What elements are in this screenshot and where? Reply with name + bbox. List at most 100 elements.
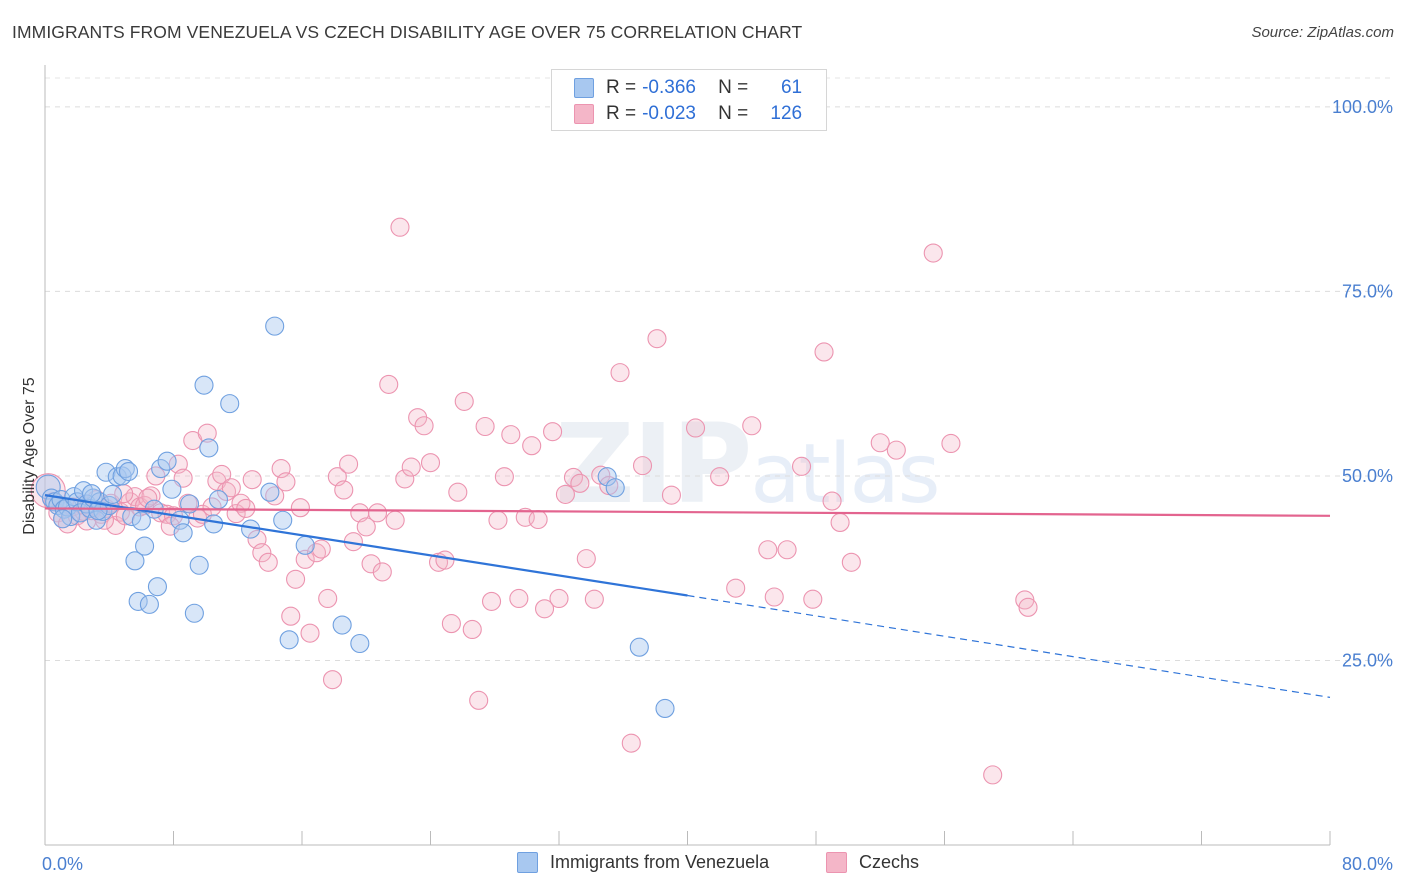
venezuela-point <box>655 698 675 719</box>
czechs-point <box>494 467 514 487</box>
czechs-point <box>286 569 306 589</box>
czechs-point <box>941 433 961 454</box>
y-tick-label: 100.0% <box>1332 97 1393 117</box>
venezuela-point <box>265 316 285 336</box>
venezuela-point <box>629 637 649 657</box>
legend-swatch-czechs <box>574 104 594 124</box>
venezuela-point <box>96 462 116 482</box>
czechs-point <box>610 363 630 383</box>
czechs-point <box>791 456 812 476</box>
czechs-point <box>138 488 158 508</box>
legend-r-label: R = <box>606 77 637 98</box>
grid-lines <box>45 77 1395 661</box>
venezuela-point <box>118 461 139 482</box>
czechs-point <box>685 418 706 438</box>
czechs-point <box>621 733 641 753</box>
legend-r-value: -0.023 <box>642 103 696 124</box>
czechs-point <box>356 517 376 537</box>
czechs-point <box>414 416 434 436</box>
venezuela-point <box>53 509 73 529</box>
venezuela-points <box>35 316 675 719</box>
czechs-point <box>281 606 301 626</box>
venezuela-point <box>125 551 145 571</box>
venezuela-point <box>162 479 182 499</box>
czechs-point <box>509 588 529 609</box>
czechs-point <box>632 456 653 476</box>
venezuela-point <box>189 555 209 575</box>
venezuela-point <box>107 467 127 487</box>
venezuela-point <box>131 511 151 531</box>
venezuela-point <box>199 438 219 458</box>
legend-r-value: -0.366 <box>642 77 696 98</box>
y-tick-label: 25.0% <box>1342 650 1393 670</box>
czechs-point <box>576 549 596 569</box>
legend-n-label: N = <box>718 77 749 98</box>
legend-n-value: 126 <box>770 103 803 124</box>
czechs-point <box>395 469 415 489</box>
venezuela-point <box>157 451 177 471</box>
czechs-point <box>777 540 797 560</box>
legend-n-label: N = <box>718 103 749 124</box>
czechs-point <box>311 539 331 559</box>
czechs-point <box>242 470 262 490</box>
czechs-point <box>236 498 256 518</box>
venezuela-point <box>350 633 370 654</box>
venezuela-point <box>260 482 280 502</box>
czechs-point <box>501 425 521 445</box>
czechs-point <box>221 478 241 498</box>
x-tick-label: 0.0% <box>42 854 83 874</box>
venezuela-point <box>82 484 102 504</box>
watermark-zip: ZIP <box>555 400 752 528</box>
czechs-point <box>841 552 861 572</box>
czechs-point <box>252 543 272 563</box>
venezuela-point <box>122 506 142 527</box>
venezuela-trend-line-extension <box>687 594 1331 698</box>
y-tick-label: 75.0% <box>1342 281 1393 301</box>
czechs-point <box>534 599 555 619</box>
czechs-point <box>522 436 542 456</box>
legend-row-venezuela: R = -0.366 N = 61 <box>574 76 802 100</box>
czechs-point <box>555 484 575 504</box>
venezuela-point <box>88 501 108 521</box>
legend-swatch-venezuela <box>574 78 594 98</box>
legend-row-czechs: R = -0.023 N = 126 <box>574 102 802 126</box>
czechs-point <box>647 329 667 349</box>
czechs-point <box>258 552 278 572</box>
czechs-point <box>830 512 850 533</box>
czechs-point <box>318 588 338 609</box>
y-tick-label: 50.0% <box>1342 466 1393 486</box>
czechs-point <box>764 587 784 607</box>
czechs-point <box>197 423 217 443</box>
bottom-legend-swatch-venezuela <box>517 852 538 873</box>
venezuela-point <box>605 478 625 498</box>
czechs-point <box>462 619 482 640</box>
czechs-point <box>1018 597 1038 617</box>
czechs-point <box>886 440 906 460</box>
czechs-point <box>543 422 563 442</box>
tick-labels: 25.0% 50.0% 75.0% 100.0% 0.0% 80.0% <box>42 97 1393 874</box>
czechs-point <box>361 554 381 574</box>
venezuela-point <box>128 591 148 611</box>
legend-n-value: 61 <box>780 77 803 98</box>
czechs-trend-line <box>44 507 1331 517</box>
czechs-point <box>469 690 489 710</box>
czechs-point <box>202 497 222 517</box>
czechs-point <box>758 540 778 560</box>
chart-title: IMMIGRANTS FROM VENEZUELA VS CZECH DISAB… <box>12 22 803 42</box>
bottom-legend-venezuela: Immigrants from Venezuela <box>517 852 769 873</box>
venezuela-point <box>173 523 193 543</box>
czechs-point <box>322 670 343 690</box>
czechs-point <box>385 510 405 530</box>
czechs-point <box>290 498 310 518</box>
venezuela-point <box>151 459 171 479</box>
czechs-point <box>923 243 943 263</box>
czechs-point <box>441 614 461 634</box>
czechs-point <box>401 457 421 477</box>
czechs-point <box>295 549 315 569</box>
trend-lines <box>44 494 1331 698</box>
venezuela-point <box>115 459 135 479</box>
czechs-point <box>475 416 495 437</box>
correlation-legend: R = -0.366 N = 61 R = -0.023 N = 126 <box>551 69 827 131</box>
czechs-point <box>870 433 890 453</box>
